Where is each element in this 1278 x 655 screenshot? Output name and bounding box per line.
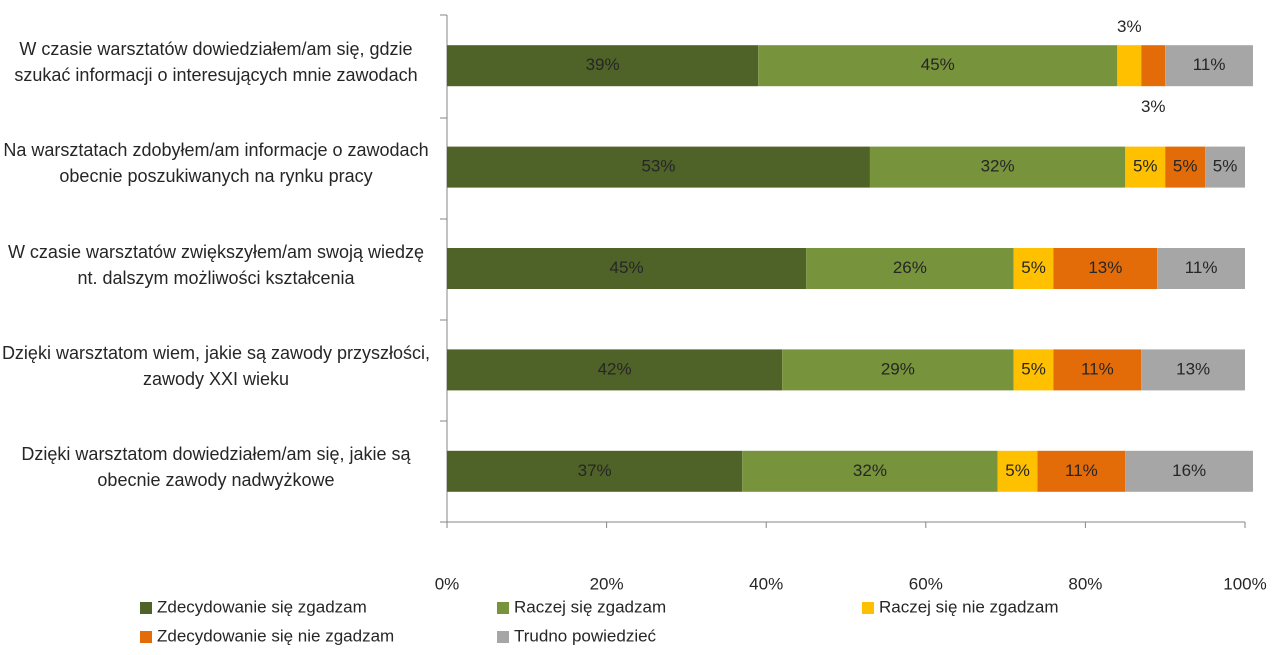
category-label: Dzięki warsztatom dowiedziałem/am się, j…	[21, 444, 411, 491]
x-tick-label: 40%	[749, 574, 783, 593]
legend-swatch	[140, 631, 152, 643]
value-label: 5%	[1213, 157, 1238, 176]
value-label: 5%	[1173, 157, 1198, 176]
bar-segment	[997, 450, 1038, 492]
value-label: 45%	[921, 55, 955, 74]
value-label: 29%	[881, 359, 915, 378]
category-label: Dzięki warsztatom wiem, jakie są zawody …	[1, 342, 431, 389]
bar-segment	[806, 248, 1014, 289]
bar-segment	[1165, 146, 1206, 188]
value-label: 5%	[1005, 461, 1030, 480]
category-label: W czasie warsztatów dowiedziałem/am się,…	[14, 38, 418, 85]
category-label: W czasie warsztatów zwiększyłem/am swoją…	[7, 241, 425, 288]
bar-segment	[1205, 146, 1245, 188]
legend-swatch	[140, 602, 152, 614]
value-label: 11%	[1185, 258, 1218, 277]
bar-segment	[1013, 248, 1054, 289]
bar-segment	[447, 45, 759, 87]
category-label: Na warsztatach zdobyłem/am informacje o …	[3, 140, 429, 187]
value-label: 45%	[610, 258, 644, 277]
bar-segment	[1053, 349, 1142, 391]
bar-segment	[447, 146, 870, 188]
legend-swatch	[497, 631, 509, 643]
bar-segment	[782, 349, 1014, 391]
value-label: 32%	[981, 157, 1015, 176]
legend-label: Raczej się nie zgadzam	[879, 597, 1059, 616]
bar-segment	[1141, 349, 1245, 391]
x-tick-label: 100%	[1223, 574, 1266, 593]
x-tick-label: 0%	[435, 574, 460, 593]
bar-segment	[1157, 248, 1245, 289]
bar-segment	[447, 450, 743, 492]
legend-swatch	[862, 602, 874, 614]
bar-segment	[1037, 450, 1126, 492]
value-label: 32%	[853, 461, 887, 480]
value-label: 3%	[1117, 17, 1142, 36]
bar-segment	[1165, 45, 1253, 87]
value-label: 5%	[1133, 157, 1158, 176]
value-label: 11%	[1081, 359, 1114, 378]
value-label: 5%	[1021, 258, 1046, 277]
legend-label: Raczej się zgadzam	[514, 597, 666, 616]
value-label: 13%	[1088, 258, 1122, 277]
x-tick-label: 80%	[1068, 574, 1102, 593]
value-label: 11%	[1193, 55, 1226, 74]
value-label: 37%	[578, 461, 612, 480]
value-label: 11%	[1065, 461, 1098, 480]
bar-segment	[1125, 146, 1166, 188]
value-label: 13%	[1176, 359, 1210, 378]
bar-segment	[1141, 45, 1166, 87]
legend-label: Zdecydowanie się nie zgadzam	[157, 626, 394, 645]
value-label: 39%	[586, 55, 620, 74]
value-label: 16%	[1172, 461, 1206, 480]
bar-segment	[1053, 248, 1158, 289]
legend-label: Zdecydowanie się zgadzam	[157, 597, 367, 616]
bar-segment	[447, 248, 807, 289]
value-label: 26%	[893, 258, 927, 277]
value-label: 5%	[1021, 359, 1046, 378]
bar-segment	[758, 45, 1118, 87]
value-label: 53%	[641, 157, 675, 176]
bar-segment	[742, 450, 998, 492]
bar-segment	[1013, 349, 1054, 391]
x-tick-label: 60%	[909, 574, 943, 593]
x-tick-label: 20%	[590, 574, 624, 593]
legend-swatch	[497, 602, 509, 614]
bar-segment	[1125, 450, 1253, 492]
value-label: 42%	[598, 359, 632, 378]
bar-segment	[1117, 45, 1142, 87]
bar-segment	[447, 349, 783, 391]
bar-segment	[869, 146, 1126, 188]
legend-label: Trudno powiedzieć	[514, 626, 657, 645]
value-label: 3%	[1141, 97, 1166, 116]
